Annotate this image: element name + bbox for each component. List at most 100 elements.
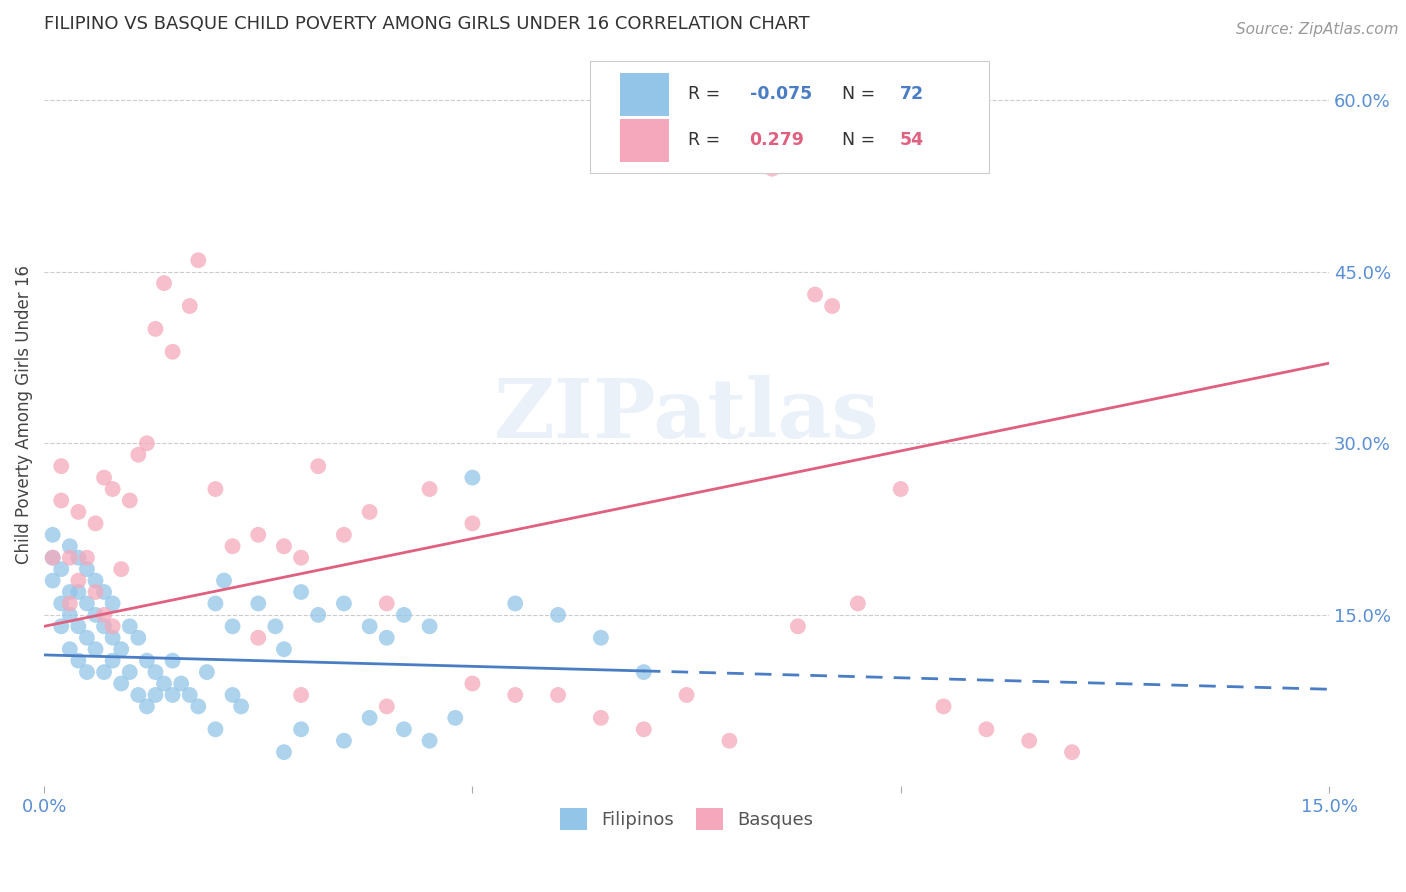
- Point: [503, 688, 526, 702]
- Point: [101, 597, 124, 611]
- Point: [110, 676, 132, 690]
- Point: [761, 161, 783, 176]
- Point: [153, 276, 176, 290]
- Point: [67, 619, 90, 633]
- Point: [718, 733, 741, 747]
- Point: [375, 597, 398, 611]
- Point: [290, 585, 312, 599]
- Point: [221, 619, 243, 633]
- Point: [221, 688, 243, 702]
- Point: [76, 665, 98, 679]
- Point: [204, 482, 226, 496]
- Point: [804, 287, 827, 301]
- Point: [127, 688, 149, 702]
- Point: [204, 723, 226, 737]
- Point: [145, 665, 167, 679]
- Point: [821, 299, 844, 313]
- Point: [162, 344, 184, 359]
- Text: 0.279: 0.279: [749, 131, 804, 149]
- Point: [76, 631, 98, 645]
- Point: [135, 436, 157, 450]
- Point: [787, 619, 810, 633]
- Point: [93, 470, 115, 484]
- Text: 54: 54: [900, 131, 924, 149]
- Point: [93, 607, 115, 622]
- Point: [51, 619, 73, 633]
- Text: R =: R =: [688, 86, 725, 103]
- Point: [461, 470, 484, 484]
- Point: [101, 654, 124, 668]
- Point: [247, 597, 270, 611]
- Point: [375, 699, 398, 714]
- Point: [59, 585, 82, 599]
- Point: [247, 528, 270, 542]
- Point: [93, 585, 115, 599]
- Point: [221, 539, 243, 553]
- Text: -0.075: -0.075: [749, 86, 811, 103]
- Legend: Filipinos, Basques: Filipinos, Basques: [553, 800, 821, 837]
- Point: [307, 607, 329, 622]
- Point: [195, 665, 218, 679]
- Point: [419, 482, 441, 496]
- Point: [67, 505, 90, 519]
- Text: R =: R =: [688, 131, 731, 149]
- Point: [93, 619, 115, 633]
- Point: [247, 631, 270, 645]
- Point: [118, 493, 141, 508]
- Point: [51, 562, 73, 576]
- Point: [932, 699, 955, 714]
- Y-axis label: Child Poverty Among Girls Under 16: Child Poverty Among Girls Under 16: [15, 265, 32, 564]
- Point: [212, 574, 235, 588]
- Point: [67, 654, 90, 668]
- Point: [67, 585, 90, 599]
- Point: [461, 676, 484, 690]
- Point: [101, 631, 124, 645]
- Point: [162, 654, 184, 668]
- Point: [1060, 745, 1083, 759]
- Point: [59, 550, 82, 565]
- FancyBboxPatch shape: [591, 62, 988, 173]
- Point: [76, 550, 98, 565]
- Point: [84, 642, 107, 657]
- Text: 72: 72: [900, 86, 924, 103]
- Point: [41, 550, 63, 565]
- Point: [290, 550, 312, 565]
- Point: [890, 482, 912, 496]
- Point: [41, 574, 63, 588]
- Point: [846, 597, 869, 611]
- Point: [84, 516, 107, 531]
- Text: Source: ZipAtlas.com: Source: ZipAtlas.com: [1236, 22, 1399, 37]
- Point: [359, 711, 381, 725]
- Point: [67, 550, 90, 565]
- Text: FILIPINO VS BASQUE CHILD POVERTY AMONG GIRLS UNDER 16 CORRELATION CHART: FILIPINO VS BASQUE CHILD POVERTY AMONG G…: [44, 15, 810, 33]
- Point: [547, 688, 569, 702]
- Point: [135, 654, 157, 668]
- Point: [187, 253, 209, 268]
- Point: [290, 688, 312, 702]
- Point: [93, 665, 115, 679]
- Point: [204, 597, 226, 611]
- Point: [419, 619, 441, 633]
- Point: [333, 597, 356, 611]
- Point: [127, 631, 149, 645]
- Point: [118, 619, 141, 633]
- Point: [145, 322, 167, 336]
- Point: [392, 607, 415, 622]
- Point: [59, 597, 82, 611]
- Point: [110, 562, 132, 576]
- Point: [76, 562, 98, 576]
- Point: [135, 699, 157, 714]
- Point: [461, 516, 484, 531]
- Point: [273, 539, 295, 553]
- Point: [179, 688, 201, 702]
- Point: [67, 574, 90, 588]
- Point: [589, 631, 612, 645]
- Point: [333, 528, 356, 542]
- Point: [41, 528, 63, 542]
- Point: [84, 574, 107, 588]
- Point: [273, 642, 295, 657]
- Point: [547, 607, 569, 622]
- Point: [101, 482, 124, 496]
- Point: [51, 459, 73, 474]
- Point: [392, 723, 415, 737]
